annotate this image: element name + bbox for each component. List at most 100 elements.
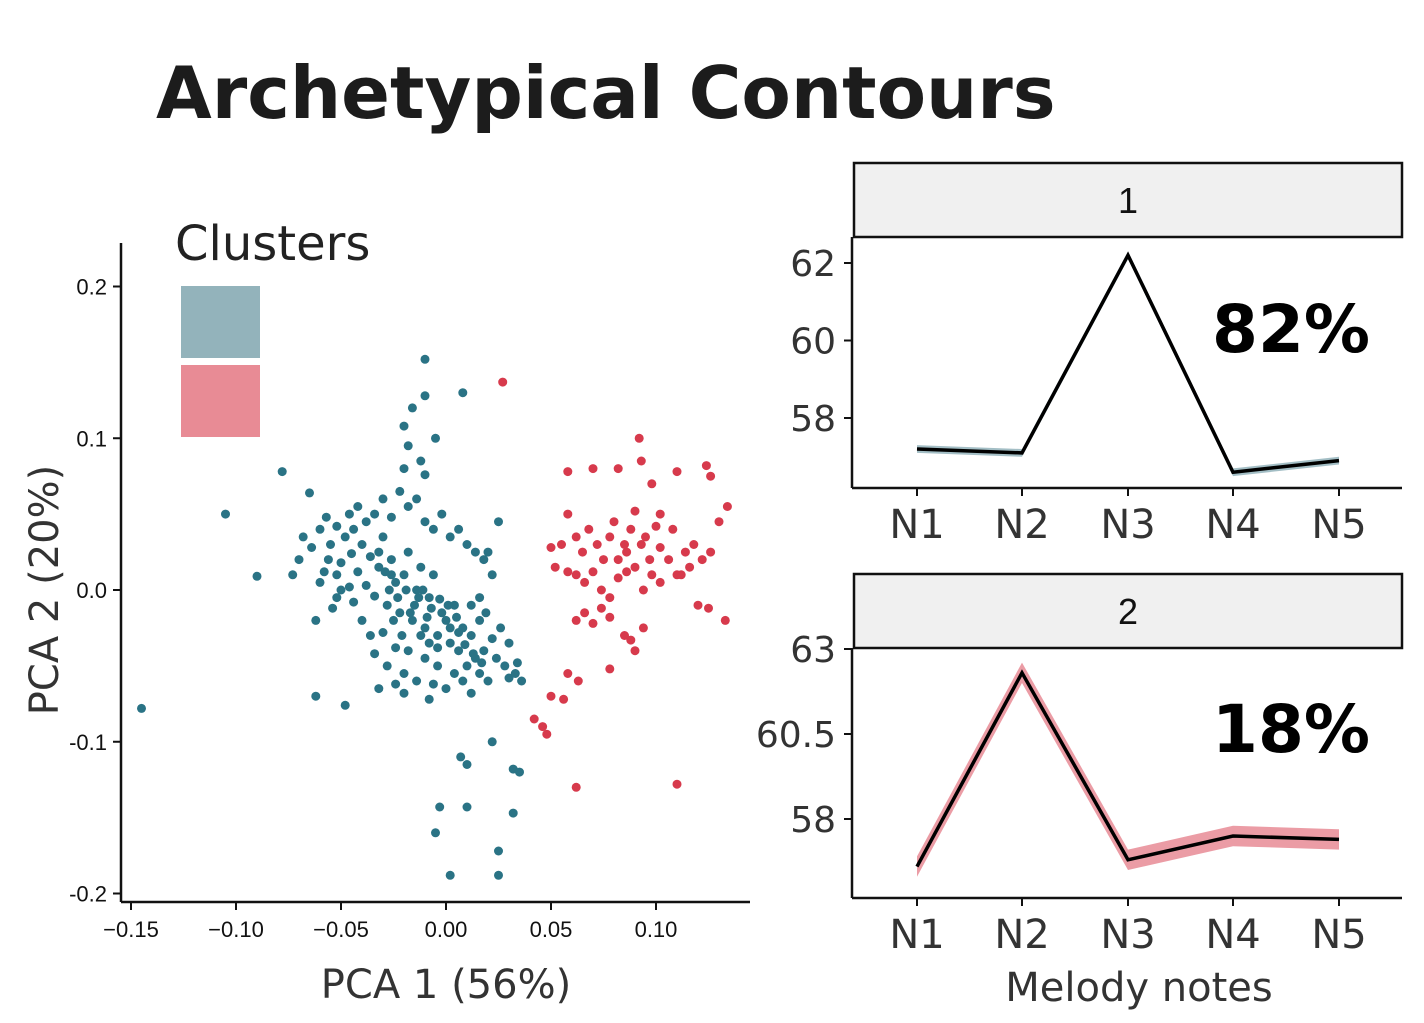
scatter-point-cluster-2	[580, 608, 590, 618]
scatter-point-cluster-1	[395, 608, 405, 618]
scatter-point-cluster-1	[454, 628, 464, 637]
scatter-point-cluster-2	[571, 615, 581, 625]
scatter-point-cluster-2	[630, 646, 640, 656]
scatter-point-cluster-1	[462, 540, 472, 549]
scatter-point-cluster-1	[340, 700, 350, 710]
scatter-point-cluster-2	[622, 567, 632, 577]
scatter-point-cluster-1	[403, 646, 413, 656]
scatter-point-cluster-1	[370, 591, 380, 601]
cluster-share-annotation: 82%	[1212, 291, 1370, 368]
scatter-point-cluster-1	[494, 846, 503, 856]
scatter-point-cluster-2	[636, 540, 646, 549]
scatter-point-cluster-1	[347, 549, 356, 559]
y-tick-label: 60	[790, 322, 836, 363]
scatter-point-cluster-2	[685, 562, 695, 572]
scatter-point-cluster-1	[431, 433, 440, 443]
scatter-point-cluster-1	[433, 631, 443, 640]
scatter-point-cluster-1	[399, 570, 409, 580]
scatter-point-cluster-1	[466, 688, 476, 698]
scatter-point-cluster-1	[410, 600, 419, 610]
scatter-point-cluster-1	[445, 870, 455, 880]
y-tick-label: 62	[790, 244, 836, 285]
scatter-point-cluster-2	[626, 524, 636, 534]
scatter-point-cluster-1	[437, 608, 447, 618]
scatter-point-cluster-1	[370, 649, 380, 659]
scatter-point-cluster-1	[426, 603, 436, 613]
scatter-point-cluster-2	[620, 631, 629, 640]
contour-facet-1: 1 62 60 58 N1 N2 N3 N4 N5 82%	[790, 161, 1404, 548]
scatter-point-cluster-1	[365, 552, 375, 562]
scatter-point-cluster-1	[510, 669, 520, 678]
scatter-point-cluster-1	[515, 767, 524, 777]
scatter-point-cluster-1	[477, 658, 487, 668]
scatter-point-cluster-2	[538, 722, 548, 732]
scatter-point-cluster-1	[321, 512, 331, 522]
scatter-point-cluster-2	[722, 502, 732, 511]
scatter-point-cluster-1	[458, 388, 468, 398]
y-tick-label: 0.2	[76, 275, 107, 300]
scatter-point-cluster-1	[374, 684, 384, 694]
scatter-point-cluster-1	[399, 688, 409, 698]
scatter-point-cluster-1	[441, 684, 451, 694]
scatter-point-cluster-1	[517, 676, 527, 686]
scatter-point-cluster-1	[441, 615, 451, 625]
scatter-point-cluster-1	[462, 802, 472, 812]
scatter-point-cluster-1	[349, 524, 359, 534]
scatter-point-cluster-1	[395, 486, 405, 496]
x-tick-label: N4	[1205, 912, 1260, 958]
scatter-point-cluster-1	[452, 612, 461, 622]
scatter-point-cluster-2	[647, 570, 657, 580]
scatter-point-cluster-1	[315, 524, 325, 534]
scatter-point-cluster-2	[672, 779, 682, 789]
facet-strip-label: 2	[1118, 591, 1138, 632]
scatter-point-cluster-2	[571, 782, 581, 792]
scatter-point-cluster-1	[504, 638, 514, 648]
scatter-point-cluster-1	[336, 558, 346, 568]
scatter-point-cluster-2	[626, 635, 636, 645]
x-tick-label: N4	[1205, 502, 1260, 548]
scatter-point-cluster-1	[391, 577, 401, 587]
cluster-share-annotation: 18%	[1212, 691, 1370, 768]
scatter-point-cluster-1	[420, 623, 430, 633]
facet-strip	[852, 572, 1404, 650]
scatter-point-cluster-1	[353, 567, 363, 577]
scatter-point-cluster-1	[332, 570, 342, 580]
scatter-point-cluster-1	[435, 594, 445, 604]
scatter-point-cluster-2	[588, 567, 598, 577]
figure-title: Archetypical Contours	[156, 51, 1056, 135]
scatter-point-cluster-1	[393, 593, 403, 603]
scatter-point-cluster-1	[445, 532, 455, 542]
scatter-point-cluster-1	[475, 615, 485, 625]
scatter-point-cluster-1	[460, 640, 470, 650]
x-tick-label: −0.15	[103, 917, 159, 942]
x-tick-label: N5	[1311, 502, 1366, 548]
scatter-point-cluster-2	[622, 547, 632, 557]
y-tick-label: -0.1	[69, 730, 107, 755]
scatter-point-cluster-2	[546, 691, 556, 701]
scatter-point-cluster-1	[416, 456, 426, 466]
scatter-point-cluster-2	[655, 509, 665, 519]
y-tick-label: 63	[790, 630, 836, 671]
scatter-point-cluster-1	[454, 646, 464, 656]
legend-key-cluster-2	[181, 365, 260, 437]
scatter-point-cluster-1	[380, 567, 390, 577]
scatter-point-cluster-1	[475, 669, 485, 678]
x-tick-label: N1	[889, 502, 944, 548]
scatter-point-cluster-2	[630, 562, 640, 572]
scatter-point-cluster-1	[382, 600, 392, 610]
scatter-point-cluster-2	[542, 729, 552, 739]
x-tick-label: N1	[889, 912, 944, 958]
scatter-point-cluster-1	[454, 524, 464, 534]
scatter-point-cluster-2	[573, 676, 583, 686]
scatter-point-cluster-1	[374, 547, 384, 557]
y-tick-label: 58	[790, 399, 836, 440]
scatter-point-cluster-2	[697, 555, 707, 565]
scatter-point-cluster-2	[638, 585, 648, 595]
scatter-point-cluster-1	[386, 555, 396, 565]
scatter-point-cluster-2	[714, 517, 724, 527]
scatter-point-cluster-2	[641, 532, 650, 542]
scatter-point-cluster-1	[349, 597, 359, 607]
scatter-point-cluster-2	[664, 555, 674, 565]
scatter-point-cluster-1	[328, 603, 338, 613]
scatter-point-cluster-2	[706, 547, 716, 557]
